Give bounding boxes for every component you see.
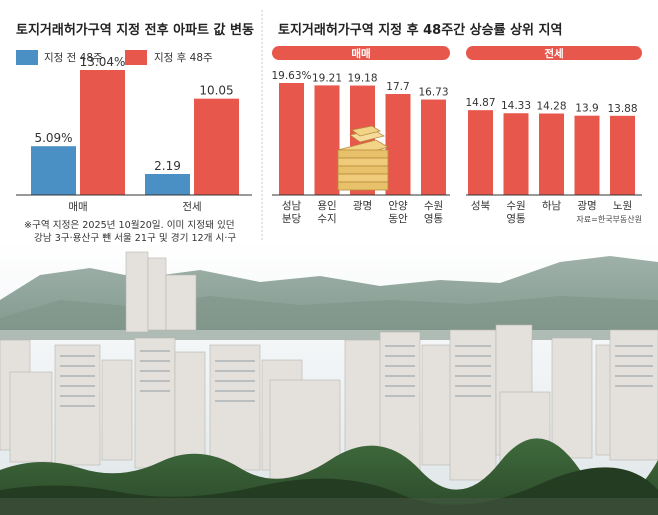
bar-value-label: 5.09% [34, 131, 72, 145]
region-value-label: 13.88 [607, 103, 637, 115]
left-bar-chart: 5.09% 13.04% 매매 2.19 10.05 전세 [31, 55, 239, 213]
region-value-label: 17.7 [386, 81, 409, 93]
legend-label-before: 지정 전 48주 [44, 52, 103, 64]
region-value-label: 14.28 [536, 101, 566, 113]
left-chart-title: 토지거래허가구역 지정 전후 아파트 값 변동 [16, 22, 254, 38]
region-bar-1-4 [610, 115, 635, 195]
source-note: 자료=한국부동산원 [576, 214, 642, 224]
region-label: 분당 [282, 213, 302, 225]
bar-value-label: 10.05 [199, 84, 233, 98]
bar-before-1 [145, 174, 190, 195]
group-pill-sale-label: 매매 [351, 47, 370, 60]
region-label: 영통 [506, 213, 526, 225]
region-bar-1-2 [539, 113, 564, 195]
region-value-label: 14.33 [501, 100, 531, 112]
region-bar-1-1 [503, 113, 529, 195]
category-label: 매매 [68, 201, 87, 213]
region-label: 영통 [424, 213, 444, 225]
city-photo [0, 240, 658, 515]
region-label: 동안 [388, 213, 408, 225]
region-label: 성남 [282, 200, 302, 212]
region-label: 안양 [388, 200, 408, 212]
group-pill-jeonse: 전세 [466, 46, 642, 60]
left-note-line2: 강남 3구·용산구 뺀 서울 21구 및 경기 12개 시·구 [34, 232, 236, 244]
region-label: 광명 [577, 200, 596, 212]
region-bar-0-0 [279, 83, 304, 195]
legend-swatch-after [125, 50, 147, 65]
legend-swatch-before [16, 50, 38, 65]
region-value-label: 14.87 [465, 97, 495, 109]
group-pill-sale-bg [272, 46, 450, 60]
group-pill-sale: 매매 [272, 46, 450, 60]
building-windows [60, 345, 653, 407]
region-bar-1-3 [574, 115, 600, 195]
region-label: 노원 [613, 200, 632, 212]
group-pill-jeonse-bg [466, 46, 642, 60]
region-bar-0-4 [421, 99, 446, 195]
bar-before-0 [31, 146, 76, 195]
region-value-label: 19.63% [271, 70, 311, 82]
region-value-label: 16.73 [418, 87, 448, 99]
left-legend: 지정 전 48주 지정 후 48주 [16, 50, 213, 65]
legend-label-after: 지정 후 48주 [154, 52, 213, 64]
category-label: 전세 [182, 201, 201, 213]
region-value-label: 13.9 [575, 103, 598, 115]
region-label: 용인 [317, 200, 336, 212]
region-value-label: 19.21 [312, 72, 342, 84]
group-pill-jeonse-label: 전세 [544, 47, 563, 60]
region-label: 수원 [506, 200, 525, 212]
bar-value-label: 13.04% [80, 55, 126, 69]
region-value-label: 19.18 [347, 73, 377, 85]
right-chart-title: 토지거래허가구역 지정 후 48주간 상승률 상위 지역 [278, 22, 562, 38]
region-bar-0-1 [314, 85, 340, 195]
region-label: 하남 [542, 199, 562, 212]
bar-value-label: 2.19 [154, 159, 181, 173]
region-bar-1-0 [468, 110, 493, 195]
bar-after-0 [80, 70, 125, 195]
left-note-line1: ※구역 지정은 2025년 10월20일. 이미 지정돼 있던 [24, 219, 235, 231]
region-label: 수원 [424, 200, 443, 212]
region-label: 수지 [317, 213, 336, 225]
region-label: 광명 [353, 200, 372, 212]
money-stack-illustration [337, 125, 390, 191]
region-bar-0-3 [385, 94, 411, 195]
bar-after-1 [194, 98, 239, 195]
region-label: 성북 [471, 200, 491, 212]
